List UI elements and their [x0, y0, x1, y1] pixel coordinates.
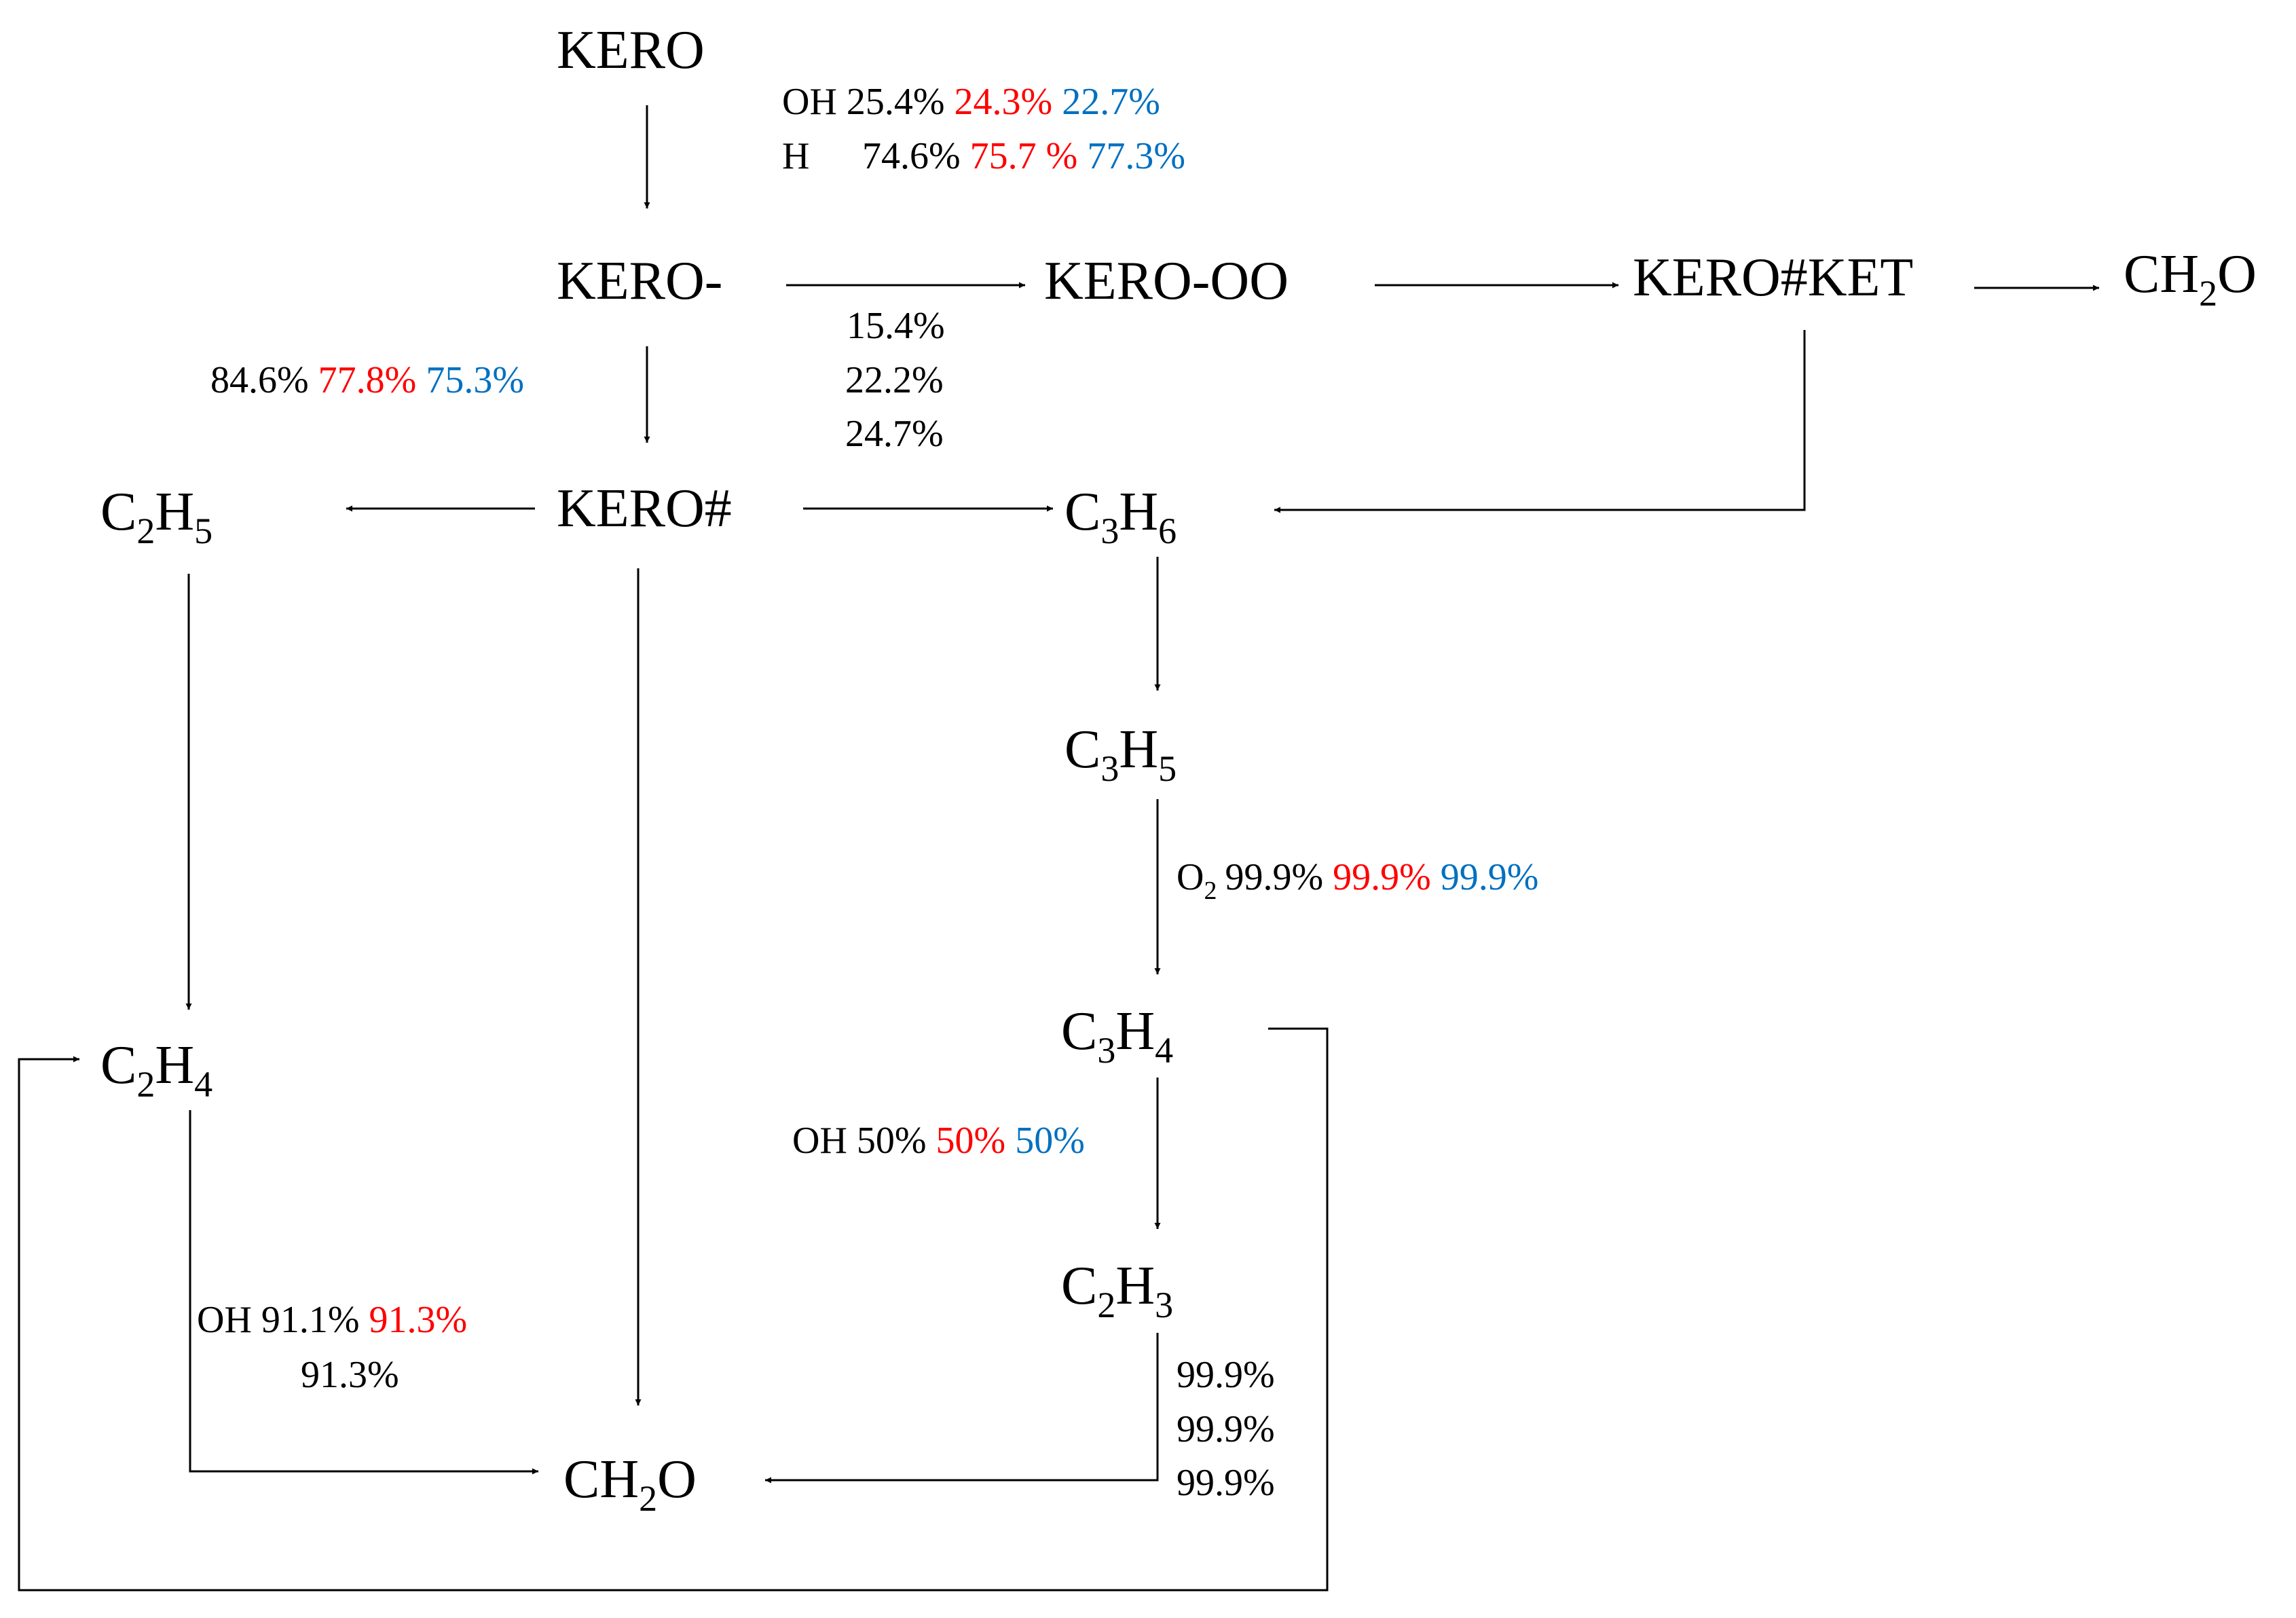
c3h4-a-sub: 3 [1097, 1030, 1115, 1071]
c2h5-b-sub: 5 [194, 511, 212, 551]
c2h5-b: H [155, 482, 194, 542]
to-kero-hash-black: 84.6% [210, 359, 309, 401]
c3h4-b: H [1115, 1001, 1155, 1061]
c2h4-a-sub: 2 [136, 1064, 155, 1105]
c2h4-b-sub: 4 [194, 1064, 212, 1105]
kero-h-black: 74.6% [862, 135, 961, 177]
ch2o-bottom-main: CH [563, 1450, 639, 1509]
to-kero-hash-red: 77.8% [318, 359, 417, 401]
arrow-kero-ket-to-c3h6 [1274, 330, 1806, 513]
arrows [18, 105, 2099, 1592]
arrow-c2h3-to-ch2o [765, 1333, 1159, 1484]
c2h4-oh-black: 91.1% [261, 1299, 360, 1341]
c2h3-b: H [1115, 1256, 1155, 1316]
species-c2h5: C2H5 [100, 482, 212, 551]
label-to-kero-oo-black: 15.4% [847, 305, 945, 347]
c3h5-o2-reactant: O [1177, 856, 1204, 898]
label-kero-h-reactant: H [782, 135, 809, 177]
c2h5-a: C [100, 482, 136, 542]
label-c2h3-ch2o-blue: 99.9% [1177, 1462, 1275, 1504]
kero-oh-black: 25.4% [847, 81, 945, 123]
label-c2h4-oh: OH 91.1% 91.3% [197, 1299, 467, 1341]
c3h5-o2-black: 99.9% [1225, 856, 1323, 898]
label-c2h3-ch2o-red: 99.9% [1177, 1408, 1275, 1450]
label-c2h4-oh-blue: 91.3% [301, 1354, 399, 1396]
kero-oh-red: 24.3% [955, 81, 1053, 123]
kero-oh-reactant: OH [782, 81, 837, 123]
species-ch2o-bottom: CH2O [563, 1450, 697, 1519]
kero-oh-blue: 22.7% [1062, 81, 1160, 123]
arrow-c2h4-to-ch2o [189, 1110, 538, 1475]
ch2o-top-sub: 2 [2199, 273, 2217, 314]
c3h6-b-sub: 6 [1158, 511, 1177, 551]
c3h6-a-sub: 3 [1100, 511, 1119, 551]
c3h4-oh-blue: 50% [1015, 1120, 1085, 1162]
species-kero-ket: KERO#KET [1633, 248, 1913, 308]
c3h5-b-sub: 5 [1158, 748, 1177, 789]
c3h5-o2-reactant-sub: 2 [1204, 877, 1217, 905]
species-c3h4: C3H4 [1061, 1001, 1173, 1071]
species-c2h3: C2H3 [1061, 1256, 1173, 1325]
species-c2h4: C2H4 [100, 1035, 212, 1105]
c2h3-a: C [1061, 1256, 1097, 1316]
c3h5-a-sub: 3 [1100, 748, 1119, 789]
c2h5-a-sub: 2 [136, 511, 155, 551]
species-kero-minus: KERO- [557, 251, 722, 311]
c3h4-a: C [1061, 1001, 1097, 1061]
c2h4-oh-red: 91.3% [369, 1299, 468, 1341]
species-ch2o-top: CH2O [2124, 244, 2257, 314]
c2h3-a-sub: 2 [1097, 1285, 1115, 1325]
c3h5-o2-red: 99.9% [1333, 856, 1431, 898]
c2h4-oh-reactant: OH [197, 1299, 252, 1341]
kero-h-red: 75.7 % [970, 135, 1078, 177]
branching-labels: OH 25.4% 24.3% 22.7% H 74.6% 75.7 % 77.3… [197, 81, 1538, 1504]
ch2o-top-tail: O [2217, 244, 2257, 304]
ch2o-bottom-sub: 2 [639, 1478, 657, 1519]
label-to-kero-oo-red: 22.2% [845, 359, 944, 401]
to-kero-hash-blue: 75.3% [426, 359, 524, 401]
c3h6-b: H [1119, 482, 1158, 542]
c2h3-b-sub: 3 [1155, 1285, 1173, 1325]
c2h4-b: H [155, 1035, 194, 1095]
ch2o-top-main: CH [2124, 244, 2199, 304]
label-c3h5-o2: O2 99.9% 99.9% 99.9% [1177, 856, 1538, 905]
species-kero-oo: KERO-OO [1044, 251, 1289, 311]
species-c3h6: C3H6 [1064, 482, 1177, 551]
species-kero-hash: KERO# [557, 479, 732, 538]
label-c3h4-oh: OH 50% 50% 50% [792, 1120, 1085, 1162]
c3h5-a: C [1064, 720, 1100, 779]
ch2o-bottom-tail: O [657, 1450, 697, 1509]
c3h5-b: H [1119, 720, 1158, 779]
species-kero: KERO [557, 20, 705, 80]
label-c2h3-ch2o-black: 99.9% [1177, 1354, 1275, 1396]
label-to-kero-oo-blue: 24.7% [845, 413, 944, 455]
arrow-c3h4-to-c2h4 [18, 1027, 1329, 1592]
species-c3h5: C3H5 [1064, 720, 1177, 789]
c3h5-o2-blue: 99.9% [1441, 856, 1539, 898]
c3h4-oh-red: 50% [936, 1120, 1006, 1162]
c3h4-oh-black: 50% [857, 1120, 927, 1162]
label-to-kero-hash: 84.6% 77.8% 75.3% [210, 359, 524, 401]
c3h4-oh-reactant: OH [792, 1120, 847, 1162]
kero-h-blue: 77.3% [1087, 135, 1185, 177]
c2h4-a: C [100, 1035, 136, 1095]
label-kero-h: 74.6% 75.7 % 77.3% [862, 135, 1185, 177]
c3h6-a: C [1064, 482, 1100, 542]
label-kero-oh: OH 25.4% 24.3% 22.7% [782, 81, 1160, 123]
species-nodes: KERO KERO- KERO-OO KERO#KET CH2O KERO# C… [100, 20, 2257, 1519]
c3h4-b-sub: 4 [1155, 1030, 1173, 1071]
